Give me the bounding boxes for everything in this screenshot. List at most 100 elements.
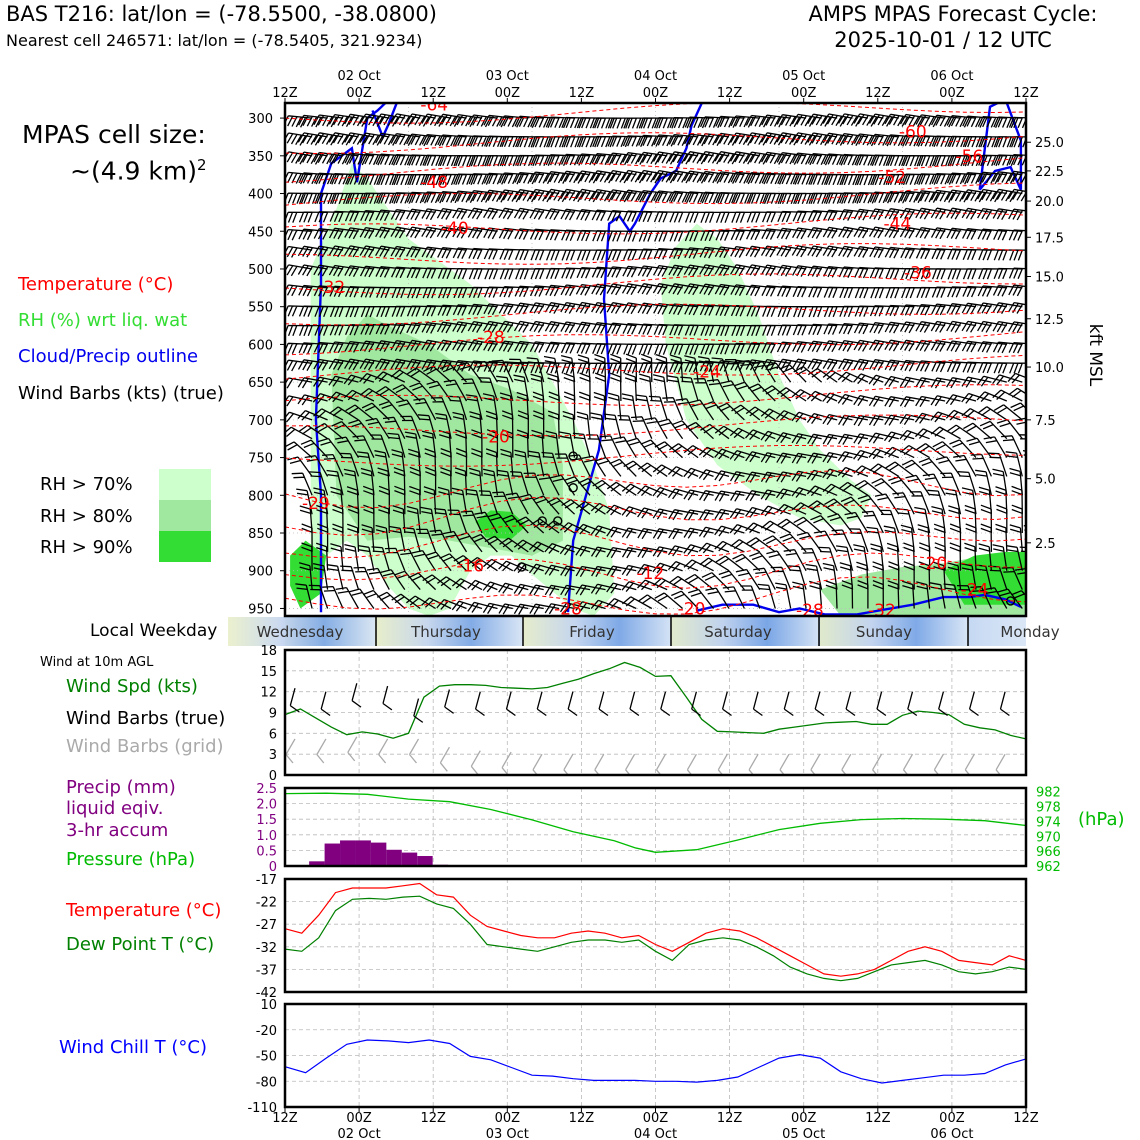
wind-barb xyxy=(391,153,421,166)
wind-barb xyxy=(468,247,498,260)
wind-barb xyxy=(838,339,869,352)
wind-barb xyxy=(345,173,374,185)
wind-barb xyxy=(885,267,915,279)
wind-barb xyxy=(996,419,1023,440)
wind-barb xyxy=(854,191,884,204)
wind-barb xyxy=(765,362,792,383)
wind-barb xyxy=(421,359,452,372)
wind-barb xyxy=(561,499,591,515)
wind-barb xyxy=(604,413,622,439)
wind-barb xyxy=(993,362,1023,374)
wind-barb xyxy=(483,227,513,240)
wind-barb xyxy=(824,498,853,515)
panel-tick-label: -27 xyxy=(256,918,277,933)
wind-barb xyxy=(869,133,899,147)
wind-barb xyxy=(460,510,483,534)
wind-barb xyxy=(592,479,622,496)
wind-barb xyxy=(827,513,854,534)
wind-barb xyxy=(823,286,853,298)
wind-barb xyxy=(499,286,529,298)
wind-barb xyxy=(335,586,360,609)
wind-barb xyxy=(807,433,838,445)
wind-barb xyxy=(1008,387,1026,398)
wind-barb xyxy=(792,173,822,185)
wind-barb xyxy=(349,588,375,609)
wind-barb xyxy=(993,116,1023,129)
wind-barb xyxy=(705,587,730,609)
wind-barb xyxy=(652,546,683,558)
wind-barb xyxy=(901,155,930,167)
wind-barb xyxy=(413,698,424,723)
wind-barb xyxy=(714,283,745,296)
top-time-label: 00Z xyxy=(939,86,965,101)
precip-label-1: Precip (mm) xyxy=(66,777,176,798)
wind-barb xyxy=(590,583,622,595)
wind-barb xyxy=(498,320,529,333)
wind-barb xyxy=(429,529,452,553)
wind-barb xyxy=(839,286,868,299)
wind-barb xyxy=(915,207,946,220)
isotherm-label: -36 xyxy=(904,264,932,284)
wind-speed-line xyxy=(284,661,1027,740)
wind-barb xyxy=(390,369,421,383)
wind-barb xyxy=(792,285,822,298)
wind-barb xyxy=(654,441,684,459)
wind-barb xyxy=(714,171,745,184)
wind-barb xyxy=(313,341,344,354)
wind-barb xyxy=(328,358,359,371)
wind-barb xyxy=(359,358,390,371)
wind-barb xyxy=(485,448,499,477)
wind-barb xyxy=(899,444,930,459)
wind-barb xyxy=(683,283,714,296)
wind-barb xyxy=(791,113,822,127)
wind-barb xyxy=(838,132,868,147)
wind-barb xyxy=(592,249,621,261)
wind-barb xyxy=(668,509,699,521)
wind-barb xyxy=(699,283,730,296)
wind-barb xyxy=(838,153,868,166)
wind-barb xyxy=(536,691,547,717)
weekday-band xyxy=(228,617,376,646)
wind-barb xyxy=(528,563,560,575)
wind-barb xyxy=(818,546,838,571)
wind-barb xyxy=(654,230,683,242)
wind-barb xyxy=(607,117,637,129)
wind-barb xyxy=(791,411,822,423)
wind-barb xyxy=(932,441,961,459)
wind-barb xyxy=(684,360,714,373)
wind-barb xyxy=(559,431,576,458)
wind-barb xyxy=(529,541,560,553)
wind-barb xyxy=(345,286,374,298)
wind-barb xyxy=(468,135,498,147)
wind-barb xyxy=(699,509,730,521)
wind-barb xyxy=(684,211,714,223)
wind-barb xyxy=(916,268,946,280)
wind-barb xyxy=(930,340,961,352)
wind-barb xyxy=(983,436,1008,458)
wind-barb xyxy=(807,358,838,371)
wind-barb xyxy=(440,466,452,496)
wind-barb xyxy=(406,266,436,279)
wind-barb xyxy=(344,340,374,353)
kft-tick-label: 7.5 xyxy=(1035,414,1056,429)
kft-tick-label: 12.5 xyxy=(1035,313,1064,328)
wind-barb xyxy=(753,567,776,590)
wind-barb xyxy=(425,466,437,496)
wind-barb xyxy=(390,339,421,352)
wind-barb xyxy=(1010,402,1026,412)
wind-barb xyxy=(792,227,822,240)
wind-barb xyxy=(592,117,621,129)
wind-barb xyxy=(671,590,699,609)
wind-barb xyxy=(591,170,622,184)
wind-barb xyxy=(962,115,992,128)
wind-barb xyxy=(405,226,436,239)
wind-barb xyxy=(996,504,1008,533)
wind-barb xyxy=(606,526,637,538)
wind-barb xyxy=(452,207,483,220)
wind-barb xyxy=(312,562,329,590)
panel-tick-label: -32 xyxy=(256,941,277,956)
precip-bar xyxy=(386,849,402,866)
wind-barb xyxy=(638,248,668,260)
wind-barb xyxy=(544,542,575,554)
wind-barb xyxy=(637,527,668,540)
